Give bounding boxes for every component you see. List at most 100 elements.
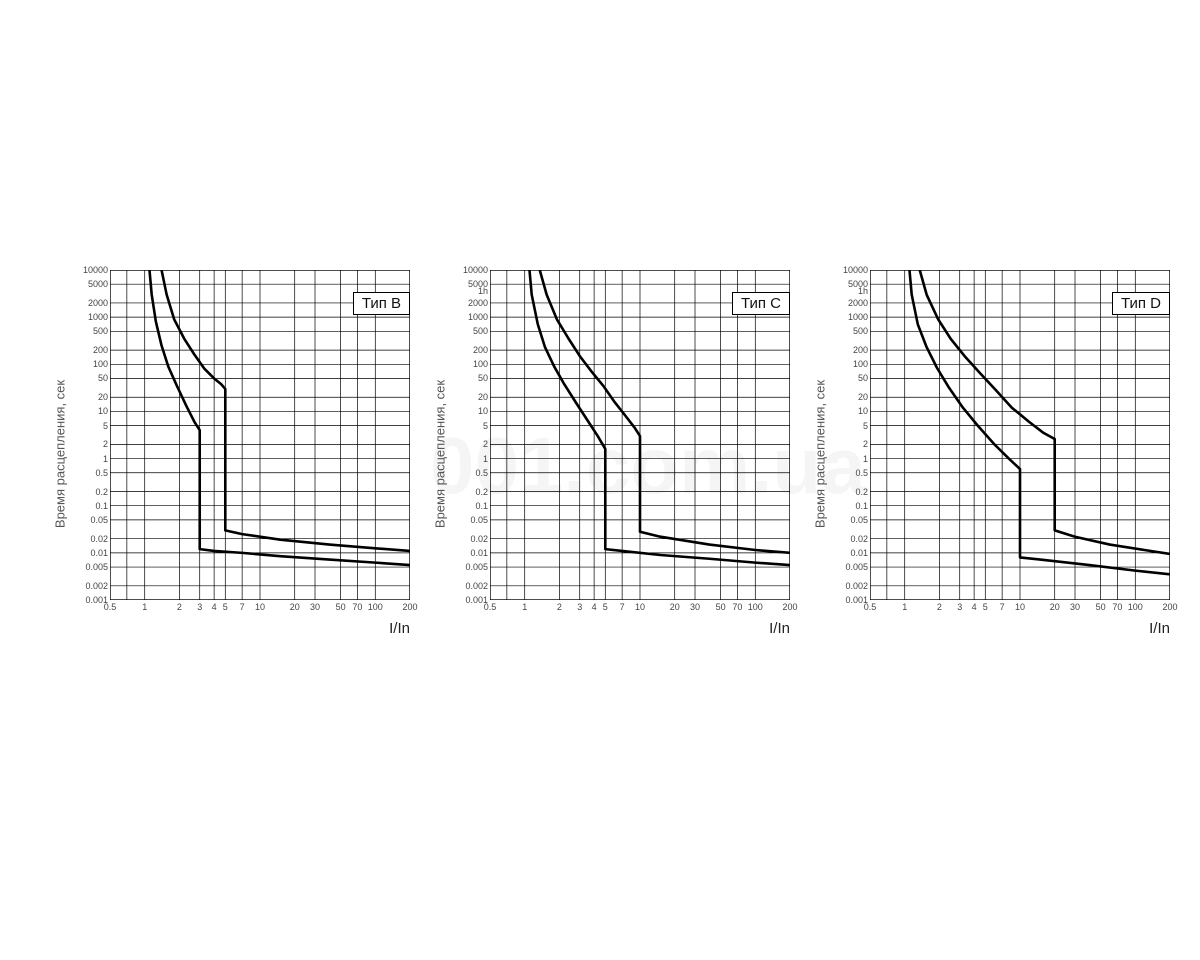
x-tick-label: 10 bbox=[255, 602, 265, 612]
x-tick-label: 2 bbox=[937, 602, 942, 612]
x-tick-label: 30 bbox=[1070, 602, 1080, 612]
x-tick-label: 20 bbox=[290, 602, 300, 612]
y-tick-extra: 1h bbox=[838, 286, 868, 296]
y-tick-label: 5000 bbox=[78, 279, 108, 289]
x-tick-label: 4 bbox=[592, 602, 597, 612]
y-tick-label: 0.02 bbox=[78, 534, 108, 544]
y-tick-label: 100 bbox=[78, 359, 108, 369]
x-axis-label: I/In bbox=[490, 620, 794, 637]
y-tick-label: 1000 bbox=[78, 312, 108, 322]
x-tick-label: 30 bbox=[310, 602, 320, 612]
y-tick-label: 500 bbox=[838, 326, 868, 336]
y-tick-label: 100 bbox=[838, 359, 868, 369]
y-tick-label: 200 bbox=[78, 345, 108, 355]
x-tick-label: 3 bbox=[197, 602, 202, 612]
y-tick-label: 0.002 bbox=[838, 581, 868, 591]
panel-title: Тип C bbox=[732, 292, 790, 315]
trip-curve-lower bbox=[909, 270, 1170, 574]
y-tick-label: 0.05 bbox=[838, 515, 868, 525]
x-tick-label: 5 bbox=[983, 602, 988, 612]
y-tick-label: 0.5 bbox=[838, 468, 868, 478]
plot-area: 100005000200010005002001005020105210.50.… bbox=[490, 270, 790, 600]
y-tick-label: 0.01 bbox=[458, 548, 488, 558]
y-tick-label: 2000 bbox=[78, 298, 108, 308]
x-tick-label: 200 bbox=[1162, 602, 1177, 612]
y-tick-label: 500 bbox=[78, 326, 108, 336]
y-axis-label: Время расцепления, сек bbox=[53, 379, 68, 527]
y-tick-label: 500 bbox=[458, 326, 488, 336]
x-tick-label: 4 bbox=[972, 602, 977, 612]
y-tick-label: 10 bbox=[78, 406, 108, 416]
y-tick-label: 10000 bbox=[838, 265, 868, 275]
x-ticks: 0.51234571020305070100200 bbox=[490, 600, 790, 614]
y-tick-label: 20 bbox=[838, 392, 868, 402]
panel-title: Тип B bbox=[353, 292, 410, 315]
y-tick-label: 2000 bbox=[838, 298, 868, 308]
x-tick-label: 7 bbox=[620, 602, 625, 612]
y-tick-label: 0.005 bbox=[78, 562, 108, 572]
x-tick-label: 1 bbox=[522, 602, 527, 612]
y-tick-label: 0.2 bbox=[838, 487, 868, 497]
x-tick-label: 20 bbox=[670, 602, 680, 612]
y-tick-label: 0.002 bbox=[78, 581, 108, 591]
chart-svg bbox=[870, 270, 1170, 600]
panel-d: Время расцепления, сек100005000200010005… bbox=[840, 270, 1170, 637]
y-axis-label: Время расцепления, сек bbox=[813, 379, 828, 527]
y-tick-label: 0.005 bbox=[838, 562, 868, 572]
y-tick-label: 0.01 bbox=[78, 548, 108, 558]
y-tick-label: 50 bbox=[838, 373, 868, 383]
x-axis-label: I/In bbox=[110, 620, 414, 637]
panel-b: Время расцепления, сек100005000200010005… bbox=[80, 270, 410, 637]
y-tick-label: 1 bbox=[458, 454, 488, 464]
x-tick-label: 100 bbox=[368, 602, 383, 612]
y-tick-label: 200 bbox=[458, 345, 488, 355]
x-tick-label: 50 bbox=[716, 602, 726, 612]
y-tick-label: 0.5 bbox=[78, 468, 108, 478]
x-tick-label: 4 bbox=[212, 602, 217, 612]
x-tick-label: 100 bbox=[748, 602, 763, 612]
x-tick-label: 200 bbox=[402, 602, 417, 612]
x-tick-label: 3 bbox=[957, 602, 962, 612]
panel-c: Время расцепления, сек100005000200010005… bbox=[460, 270, 790, 637]
y-tick-label: 10000 bbox=[458, 265, 488, 275]
chart-svg bbox=[490, 270, 790, 600]
y-tick-label: 200 bbox=[838, 345, 868, 355]
chart-svg bbox=[110, 270, 410, 600]
y-tick-label: 0.2 bbox=[458, 487, 488, 497]
y-tick-label: 0.005 bbox=[458, 562, 488, 572]
y-tick-label: 20 bbox=[78, 392, 108, 402]
y-tick-label: 0.5 bbox=[458, 468, 488, 478]
y-tick-label: 0.2 bbox=[78, 487, 108, 497]
x-tick-label: 200 bbox=[782, 602, 797, 612]
y-tick-label: 5 bbox=[838, 421, 868, 431]
y-tick-label: 0.002 bbox=[458, 581, 488, 591]
x-tick-label: 2 bbox=[177, 602, 182, 612]
x-tick-label: 70 bbox=[732, 602, 742, 612]
x-tick-label: 0.5 bbox=[484, 602, 497, 612]
x-tick-label: 10 bbox=[1015, 602, 1025, 612]
x-tick-label: 50 bbox=[1096, 602, 1106, 612]
x-tick-label: 70 bbox=[352, 602, 362, 612]
y-tick-label: 1 bbox=[78, 454, 108, 464]
x-tick-label: 20 bbox=[1050, 602, 1060, 612]
y-tick-label: 5 bbox=[458, 421, 488, 431]
plot-area: 100005000200010005002001005020105210.50.… bbox=[110, 270, 410, 600]
x-ticks: 0.51234571020305070100200 bbox=[110, 600, 410, 614]
x-tick-label: 10 bbox=[635, 602, 645, 612]
x-tick-label: 7 bbox=[240, 602, 245, 612]
x-axis-label: I/In bbox=[870, 620, 1174, 637]
y-tick-label: 0.1 bbox=[458, 501, 488, 511]
x-tick-label: 0.5 bbox=[104, 602, 117, 612]
y-tick-label: 50 bbox=[78, 373, 108, 383]
figure-canvas: 001.com.ua Время расцепления, сек1000050… bbox=[0, 0, 1200, 960]
x-tick-label: 2 bbox=[557, 602, 562, 612]
x-tick-label: 3 bbox=[577, 602, 582, 612]
y-tick-label: 0.01 bbox=[838, 548, 868, 558]
y-tick-label: 2 bbox=[458, 439, 488, 449]
panels-row: Время расцепления, сек 100005000200010005… bbox=[80, 270, 1170, 637]
y-tick-label: 1 bbox=[838, 454, 868, 464]
y-tick-label: 10 bbox=[458, 406, 488, 416]
y-tick-extra: 1h bbox=[458, 286, 488, 296]
x-tick-label: 5 bbox=[603, 602, 608, 612]
x-tick-label: 1 bbox=[142, 602, 147, 612]
